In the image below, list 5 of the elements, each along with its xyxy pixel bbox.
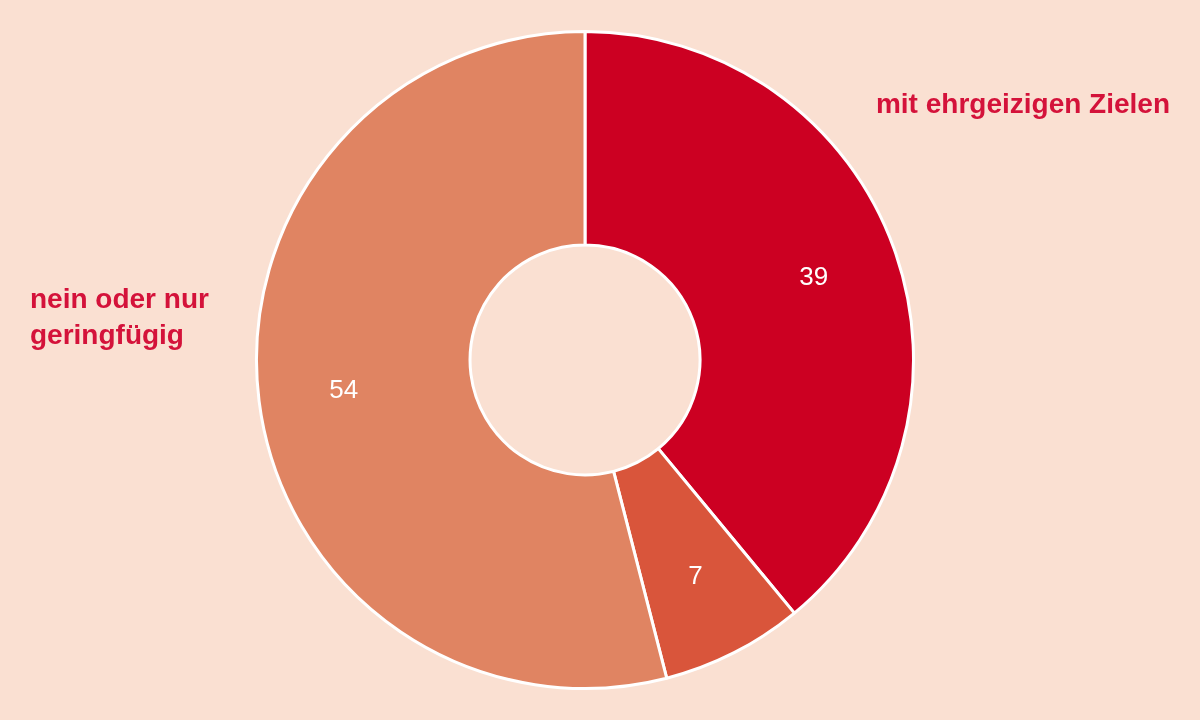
slice-label: mit ehrgeizigen Zielen xyxy=(875,87,1170,119)
data-label: 54 xyxy=(329,373,359,404)
slice-label: nein oder nur geringfügig xyxy=(30,282,209,350)
data-label: 39 xyxy=(799,260,829,291)
data-label: 7 xyxy=(688,559,703,590)
